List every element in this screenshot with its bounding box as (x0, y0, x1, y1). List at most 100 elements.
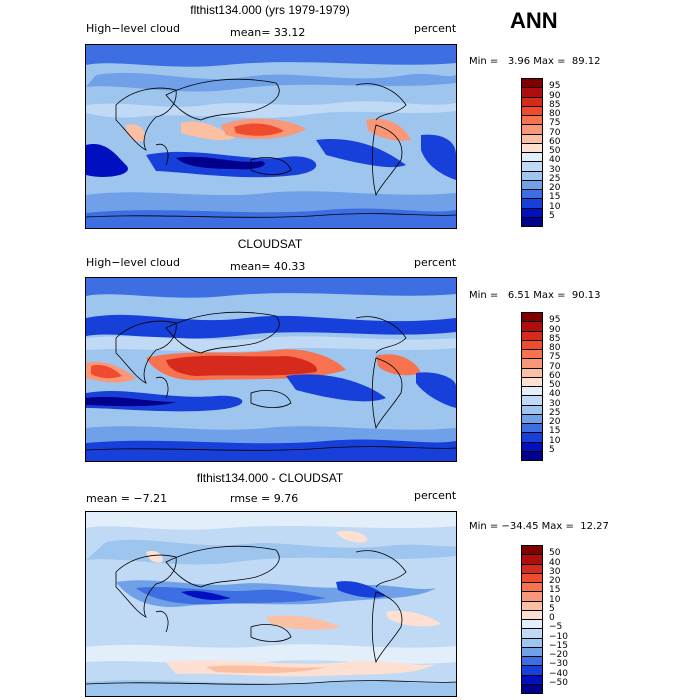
colorbar-swatch (522, 88, 542, 98)
colorbar-swatch (522, 573, 542, 583)
panel-2-mean: mean= 40.33 (230, 260, 306, 273)
colorbar-swatch (522, 555, 542, 565)
colorbar-swatch (522, 629, 542, 639)
colorbar-swatch (522, 208, 542, 218)
colorbar-swatch (522, 171, 542, 181)
colorbar-swatch (522, 106, 542, 116)
colorbar-swatch (522, 359, 542, 369)
colorbar-tick-label: 25 (549, 173, 561, 184)
colorbar-tick-label: 20 (549, 183, 561, 193)
colorbar-tick-label: 15 (549, 426, 561, 437)
colorbar-tick-label: −30 (549, 659, 568, 670)
colorbar-swatch (522, 377, 542, 387)
colorbar-swatch (522, 414, 542, 424)
colorbar-swatch (522, 424, 542, 434)
colorbar-swatch (522, 405, 542, 415)
season-label: ANN (510, 8, 558, 33)
colorbar-swatch (522, 322, 542, 332)
colorbar-tick-label: 15 (549, 192, 561, 203)
colorbar-tick-label: 95 (549, 315, 561, 326)
colorbar-tick-label: 60 (549, 136, 561, 147)
colorbar-swatch (522, 350, 542, 360)
panel-1-field-label: High−level cloud (86, 22, 180, 35)
colorbar-swatch (522, 199, 542, 209)
colorbar-swatch (522, 79, 542, 89)
panel-1-contour-plot (86, 45, 456, 228)
colorbar-tick-label: 75 (549, 352, 561, 363)
colorbar-swatch (522, 217, 542, 227)
colorbar-tick-label: 40 (549, 389, 561, 400)
colorbar-tick-label: 5 (549, 444, 555, 455)
colorbar-tick-label: 40 (549, 557, 561, 568)
panel-2-contour-plot (86, 278, 456, 461)
colorbar-tick-label: −10 (549, 631, 568, 642)
colorbar-tick-label: −5 (549, 622, 563, 633)
panel-3-mean: mean = −7.21 (86, 492, 168, 505)
colorbar-swatch (522, 451, 542, 461)
panel-2-units: percent (414, 256, 457, 269)
panel-3-contour-plot (86, 512, 456, 696)
colorbar-swatch (522, 180, 542, 190)
colorbar-swatch (522, 684, 542, 694)
colorbar-tick-label: 30 (549, 398, 561, 409)
colorbar-swatch (522, 601, 542, 611)
colorbar-swatch (522, 666, 542, 676)
colorbar-swatches (521, 545, 543, 694)
colorbar-tick-label: 20 (549, 576, 561, 586)
colorbar-swatch (522, 190, 542, 200)
colorbar-swatch (522, 97, 542, 107)
colorbar-swatch (522, 675, 542, 685)
colorbar-tick-label: 75 (549, 118, 561, 129)
colorbar-tick-label: −20 (549, 650, 568, 660)
colorbar-swatches (521, 312, 543, 461)
colorbar-tick-label: 85 (549, 333, 561, 344)
colorbar-swatch (522, 387, 542, 397)
colorbar-swatch (522, 396, 542, 406)
colorbar-swatch (522, 153, 542, 163)
colorbar-tick-label: 5 (549, 210, 555, 221)
colorbar-swatch (522, 638, 542, 648)
colorbar-tick-label: 50 (549, 146, 561, 156)
colorbar-tick-label: 25 (549, 407, 561, 418)
colorbar-swatch (522, 134, 542, 144)
colorbar-tick-label: 20 (549, 417, 561, 427)
panel-3-map (85, 511, 457, 697)
colorbar-tick-label: 10 (549, 435, 561, 446)
colorbar-swatch (522, 143, 542, 153)
colorbar-swatch (522, 162, 542, 172)
panel-3-title: flthist134.000 - CLOUDSAT (196, 471, 344, 485)
colorbar-tick-label: 85 (549, 99, 561, 110)
colorbar-swatch (522, 657, 542, 667)
panel-1-mean: mean= 33.12 (230, 26, 306, 39)
colorbar-tick-label: 30 (549, 566, 561, 577)
colorbar-tick-label: 10 (549, 594, 561, 605)
colorbar-tick-label: 80 (549, 343, 561, 353)
colorbar-tick-label: 70 (549, 361, 561, 372)
colorbar-swatch (522, 592, 542, 602)
colorbar-swatches (521, 78, 543, 227)
panel-2-minmax: Min = 6.51 Max = 90.13 (469, 290, 601, 301)
panel-2-map (85, 277, 457, 462)
colorbar-tick-label: 90 (549, 90, 561, 101)
colorbar-tick-label: 0 (549, 613, 555, 623)
panel-3-rmse: rmse = 9.76 (230, 492, 299, 505)
colorbar-tick-label: 70 (549, 127, 561, 138)
panel-1-map (85, 44, 457, 229)
colorbar-swatch (522, 546, 542, 556)
colorbar-swatch (522, 340, 542, 350)
colorbar-swatch (522, 620, 542, 630)
panel-3-units: percent (414, 489, 457, 502)
colorbar-tick-label: 40 (549, 155, 561, 166)
colorbar-swatch (522, 442, 542, 452)
colorbar-tick-label: 60 (549, 370, 561, 381)
panel-1-minmax: Min = 3.96 Max = 89.12 (469, 56, 601, 67)
panel-2-field-label: High−level cloud (86, 256, 180, 269)
panel-2-title: CLOUDSAT (237, 237, 303, 251)
colorbar-tick-label: 30 (549, 164, 561, 175)
colorbar-tick-label: −40 (549, 668, 568, 679)
colorbar-tick-label: 80 (549, 109, 561, 119)
colorbar-swatch (522, 647, 542, 657)
colorbar-tick-label: −15 (549, 640, 568, 651)
colorbar-tick-label: 95 (549, 81, 561, 92)
colorbar-swatch (522, 610, 542, 620)
